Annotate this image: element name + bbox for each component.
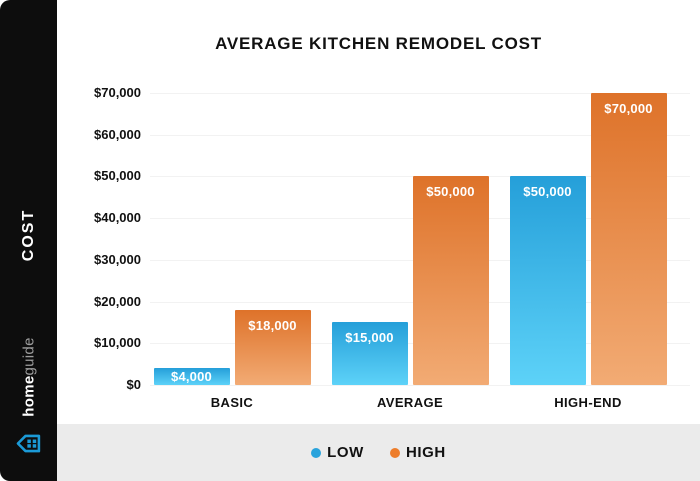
sidebar-cost-label: COST bbox=[19, 208, 37, 262]
brand-guide-text: guide bbox=[20, 337, 37, 376]
legend-label-low: LOW bbox=[327, 444, 364, 461]
brand-home-text: home bbox=[20, 375, 37, 417]
homeguide-house-icon bbox=[15, 430, 43, 463]
legend-label-high: HIGH bbox=[405, 444, 446, 461]
bar-low-basic: $4,000 bbox=[153, 368, 230, 385]
y-tick-label: $60,000 bbox=[94, 126, 141, 142]
y-tick-label: $10,000 bbox=[94, 335, 141, 351]
bar-low-high-end: $50,000 bbox=[509, 176, 586, 385]
y-tick-label: $20,000 bbox=[94, 293, 141, 309]
bar-value-label: $18,000 bbox=[248, 318, 297, 333]
category-label: AVERAGE bbox=[376, 395, 444, 410]
bar-value-label: $15,000 bbox=[345, 330, 394, 345]
category-label: BASIC bbox=[210, 395, 254, 410]
y-tick-label: $70,000 bbox=[94, 85, 141, 100]
y-tick-label: $40,000 bbox=[94, 210, 141, 226]
gridline bbox=[150, 93, 690, 94]
gridline bbox=[150, 385, 690, 386]
brand-wordmark: homeguide bbox=[20, 337, 37, 416]
chart-title: AVERAGE KITCHEN REMODEL COST bbox=[215, 34, 542, 53]
bar-value-label: $50,000 bbox=[523, 184, 572, 199]
bar-value-label: $4,000 bbox=[171, 368, 212, 384]
bar-value-label: $50,000 bbox=[426, 184, 475, 199]
category-label: HIGH-END bbox=[554, 395, 622, 410]
gridline bbox=[150, 134, 690, 136]
chart-area: AVERAGE KITCHEN REMODEL COST $0 $10,000 $2… bbox=[57, 0, 700, 424]
plot-area: $0 $10,000 $20,000 $30,000 $40,000 $50,000 $60… bbox=[94, 85, 690, 410]
y-tick-label: $0 bbox=[126, 377, 141, 392]
sidebar: COST homeguide bbox=[0, 0, 57, 481]
legend-item-high: HIGH bbox=[389, 444, 446, 461]
bar-high-basic: $18,000 bbox=[234, 310, 311, 385]
y-tick-label: $50,000 bbox=[94, 168, 141, 184]
y-tick-label: $30,000 bbox=[94, 251, 141, 267]
legend: LOW HIGH bbox=[57, 424, 700, 481]
legend-item-low: LOW bbox=[311, 444, 364, 461]
bar-low-average: $15,000 bbox=[331, 322, 408, 385]
bar-value-label: $70,000 bbox=[604, 101, 653, 116]
legend-dot-high bbox=[389, 447, 400, 458]
legend-dot-low bbox=[311, 447, 322, 458]
bar-high-high-end: $70,000 bbox=[590, 93, 667, 385]
bar-high-average: $50,000 bbox=[412, 176, 489, 385]
